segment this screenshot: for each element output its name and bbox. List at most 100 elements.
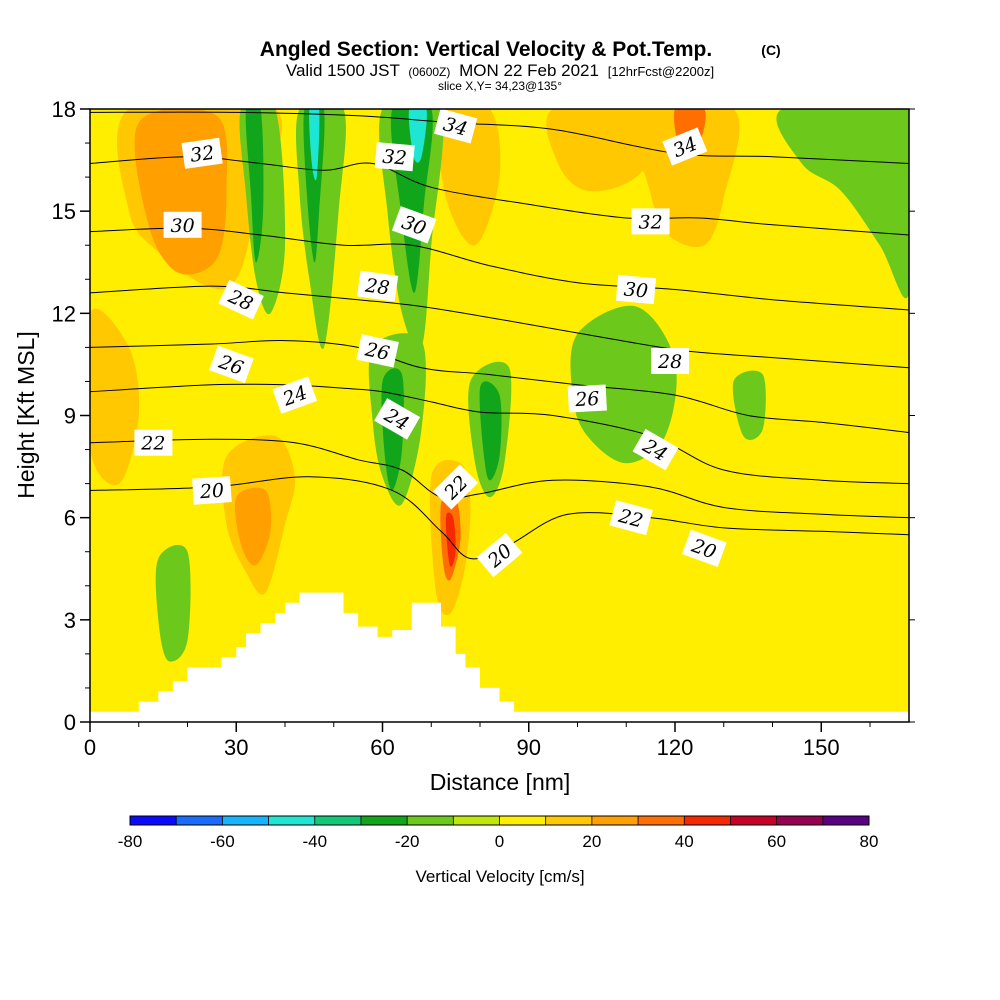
contour-label: 22 (609, 500, 653, 536)
contour-label-box (209, 345, 254, 384)
subtitle-valid-time: Valid 1500 JST (286, 61, 400, 80)
contour-label-box (651, 348, 690, 374)
velocity-region (776, 109, 909, 299)
colorbar-swatch (545, 816, 592, 825)
velocity-region (437, 109, 501, 246)
chart-subtitle: Valid 1500 JST (0600Z) MON 22 Feb 2021 [… (286, 61, 714, 80)
contour-label-box (615, 274, 657, 305)
colorbar-tick-label: -60 (210, 832, 235, 851)
velocity-region (234, 487, 272, 566)
contour-label: 32 (374, 142, 415, 172)
contour-label-box (567, 384, 607, 413)
subtitle-utc-time: (0600Z) (408, 65, 450, 79)
x-tick-label: 90 (517, 735, 541, 760)
contour-label-box (391, 206, 437, 244)
contour-label-text: 28 (657, 351, 682, 373)
contour-label-box (681, 529, 727, 568)
colorbar-tick-label: -80 (118, 832, 143, 851)
colorbar-swatch (314, 816, 361, 825)
velocity-region (479, 381, 502, 481)
y-axis: 0 3 6 9 12 15 18 (52, 97, 915, 735)
contour-line-32 (90, 156, 909, 236)
contour-label: 20 (681, 529, 727, 568)
colorbar-tick-label: 60 (767, 832, 786, 851)
colorbar-tick-label: 0 (495, 832, 504, 851)
velocity-region (90, 308, 140, 485)
contour-label-box (632, 428, 679, 471)
contour-line-24 (90, 383, 909, 485)
colorbar-swatch (130, 816, 177, 825)
colorbar-swatch (730, 816, 777, 825)
y-tick-label: 15 (52, 199, 76, 224)
colorbar-tick-label: 40 (675, 832, 694, 851)
contour-label-box (218, 279, 264, 320)
velocity-region (309, 109, 320, 181)
y-tick-label: 0 (64, 710, 76, 735)
velocity-region (445, 512, 456, 567)
colorbar-swatch (407, 816, 454, 825)
colorbar-swatch (268, 816, 315, 825)
subtitle-date: MON 22 Feb 2021 (459, 61, 599, 80)
contour-label-box (192, 476, 232, 505)
contour-line-30 (90, 227, 909, 311)
colorbar-tick-label: -40 (302, 832, 327, 851)
contour-label-box (163, 211, 202, 238)
colorbar-label: Vertical Velocity [cm/s] (415, 867, 584, 886)
contour-label-text: 26 (362, 338, 391, 365)
contour-label-box (356, 334, 399, 368)
contour-label-box (374, 142, 415, 172)
contour-label: 30 (615, 274, 657, 305)
x-tick-label: 30 (224, 735, 248, 760)
contour-label: 20 (192, 476, 232, 505)
contour-label-box (631, 208, 670, 235)
contour-label-box (662, 127, 708, 166)
contour-label-box (609, 500, 653, 536)
plot-area: 3230282624222032343028262422203432302826… (90, 109, 909, 722)
contour-label: 24 (272, 376, 318, 414)
velocity-region (732, 370, 766, 440)
terrain (90, 592, 909, 722)
contour-label-box (272, 376, 318, 414)
subtitle-forecast: [12hrFcst@2200z] (608, 64, 714, 79)
y-tick-label: 6 (64, 506, 76, 531)
contour-label-text: 30 (623, 278, 649, 302)
x-tick-label: 60 (370, 735, 394, 760)
velocity-region (622, 109, 740, 248)
contour-label-text: 32 (189, 142, 216, 167)
x-tick-label: 120 (657, 735, 694, 760)
velocity-region (245, 109, 264, 263)
contour-label: 22 (134, 429, 173, 456)
colorbar-tick-label: 80 (860, 832, 879, 851)
x-axis-label: Distance [nm] (430, 769, 571, 795)
contour-label: 34 (433, 109, 478, 144)
colorbar-swatch (360, 816, 408, 825)
contour-label-text: 32 (382, 146, 408, 170)
colorbar-swatch (684, 816, 731, 825)
contour-label: 28 (356, 270, 399, 302)
contour-label-box (134, 429, 173, 456)
colorbar: -80 -60 -40 -20 0 20 40 60 80 (118, 815, 879, 851)
contour-label: 30 (163, 211, 202, 238)
contour-line-26 (90, 340, 909, 433)
chart-title: Angled Section: Vertical Velocity & Pot.… (260, 38, 712, 61)
y-tick-label: 9 (64, 404, 76, 429)
y-tick-label: 18 (52, 97, 76, 122)
colorbar-swatch (638, 816, 685, 825)
colorbar-swatch (222, 816, 269, 825)
contour-label-text: 20 (198, 480, 225, 504)
contour-label-text: 28 (363, 274, 391, 299)
velocity-region (155, 544, 191, 662)
contour-label: 32 (181, 137, 223, 169)
contour-label-box (432, 464, 479, 510)
velocity-region (303, 109, 325, 263)
contour-label: 32 (631, 208, 670, 235)
y-tick-label: 12 (52, 301, 76, 326)
x-tick-label: 150 (803, 735, 840, 760)
contour-label: 28 (651, 348, 690, 374)
y-tick-label: 3 (64, 608, 76, 633)
slice-label: slice X,Y= 34,23@135° (438, 79, 562, 93)
contour-label: 30 (391, 206, 437, 244)
contour-label-box (181, 137, 223, 169)
colorbar-swatch (776, 816, 823, 825)
